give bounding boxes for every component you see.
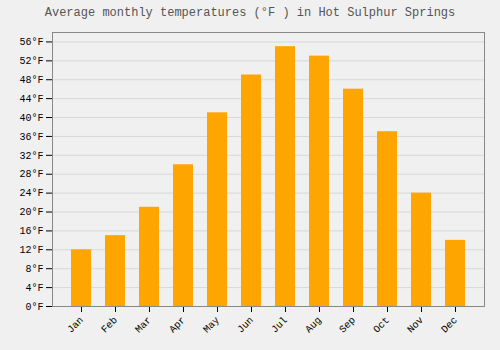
svg-text:56°F: 56°F	[19, 37, 43, 48]
html-text:Average monthly temperatures (: Average monthly temperatures (°F ) in Ho…	[44, 6, 456, 20]
svg-text:32°F: 32°F	[19, 151, 43, 162]
svg-text:52°F: 52°F	[19, 56, 43, 67]
svg-text:48°F: 48°F	[19, 75, 43, 86]
svg-text:May: May	[201, 315, 222, 336]
svg-text:Dec: Dec	[439, 315, 460, 336]
svg-text:Oct: Oct	[371, 315, 392, 336]
svg-text:Sep: Sep	[337, 315, 358, 336]
svg-text:28°F: 28°F	[19, 169, 43, 180]
svg-text:24°F: 24°F	[19, 188, 43, 199]
svg-text:40°F: 40°F	[19, 113, 43, 124]
svg-text:20°F: 20°F	[19, 207, 43, 218]
svg-text:Apr: Apr	[167, 315, 188, 336]
svg-text:12°F: 12°F	[19, 245, 43, 256]
svg-text:36°F: 36°F	[19, 132, 43, 143]
svg-text:Aug: Aug	[303, 315, 324, 336]
svg-text:Jun: Jun	[235, 315, 256, 336]
svg-text:Nov: Nov	[405, 315, 426, 336]
svg-text:16°F: 16°F	[19, 226, 43, 237]
svg-text:4°F: 4°F	[25, 283, 43, 294]
svg-text:Mar: Mar	[133, 315, 154, 336]
svg-text:Feb: Feb	[99, 315, 120, 336]
svg-text:44°F: 44°F	[19, 94, 43, 105]
svg-text:Jul: Jul	[269, 315, 290, 336]
svg-text:Jan: Jan	[65, 315, 86, 336]
svg-text:0°F: 0°F	[25, 302, 43, 313]
svg-text:8°F: 8°F	[25, 264, 43, 275]
